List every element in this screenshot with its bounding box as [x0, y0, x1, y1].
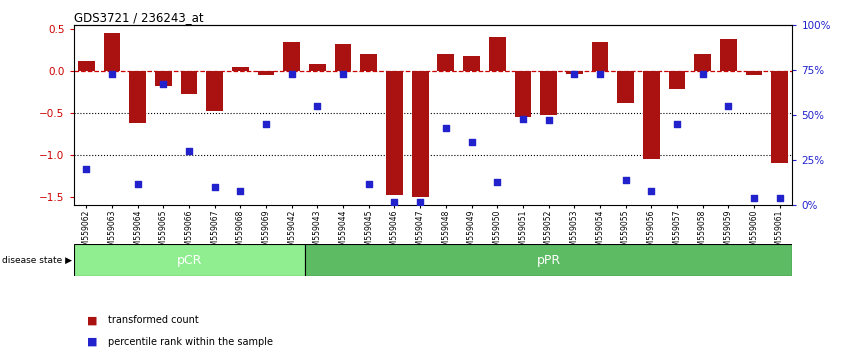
Text: percentile rank within the sample: percentile rank within the sample: [108, 337, 274, 347]
Point: [695, 71, 709, 76]
Bar: [78, 61, 94, 71]
Point: [259, 121, 273, 127]
Bar: [772, 71, 788, 163]
Text: GDS3721 / 236243_at: GDS3721 / 236243_at: [74, 11, 204, 24]
Text: pCR: pCR: [177, 254, 202, 267]
Bar: [463, 56, 480, 71]
Bar: [437, 54, 454, 71]
Bar: [360, 54, 378, 71]
Point: [644, 188, 658, 194]
Point: [413, 199, 427, 205]
Point: [234, 188, 248, 194]
Point: [772, 195, 786, 201]
Point: [131, 181, 145, 187]
Bar: [232, 67, 249, 71]
Bar: [258, 71, 275, 75]
Point: [362, 181, 376, 187]
Bar: [386, 71, 403, 195]
Point: [670, 121, 684, 127]
Bar: [643, 71, 660, 159]
Bar: [74, 244, 305, 276]
Bar: [488, 38, 506, 71]
Bar: [514, 71, 531, 117]
Bar: [695, 54, 711, 71]
Point: [593, 71, 607, 76]
Text: transformed count: transformed count: [108, 315, 199, 325]
Bar: [283, 41, 301, 71]
Point: [439, 125, 453, 131]
Point: [490, 179, 504, 185]
Text: disease state ▶: disease state ▶: [2, 256, 72, 265]
Point: [311, 103, 325, 109]
Point: [388, 199, 402, 205]
Point: [182, 148, 196, 154]
Text: ■: ■: [87, 337, 97, 347]
Bar: [720, 39, 737, 71]
Point: [516, 116, 530, 121]
Point: [208, 184, 222, 190]
Point: [541, 118, 555, 123]
Point: [747, 195, 761, 201]
Bar: [565, 71, 583, 74]
Point: [567, 71, 581, 76]
Bar: [412, 71, 429, 197]
Bar: [305, 244, 792, 276]
Bar: [309, 64, 326, 71]
Point: [285, 71, 299, 76]
Bar: [181, 71, 197, 95]
Point: [157, 81, 171, 87]
Point: [618, 177, 632, 183]
Point: [80, 166, 94, 172]
Bar: [746, 71, 762, 75]
Bar: [540, 71, 557, 115]
Point: [721, 103, 735, 109]
Bar: [129, 71, 146, 123]
Point: [464, 139, 478, 145]
Bar: [155, 71, 171, 86]
Text: pPR: pPR: [536, 254, 560, 267]
Text: ■: ■: [87, 315, 97, 325]
Bar: [104, 33, 120, 71]
Bar: [206, 71, 223, 111]
Bar: [591, 41, 608, 71]
Bar: [335, 44, 352, 71]
Bar: [617, 71, 634, 103]
Point: [105, 71, 119, 76]
Point: [336, 71, 350, 76]
Bar: [669, 71, 685, 90]
